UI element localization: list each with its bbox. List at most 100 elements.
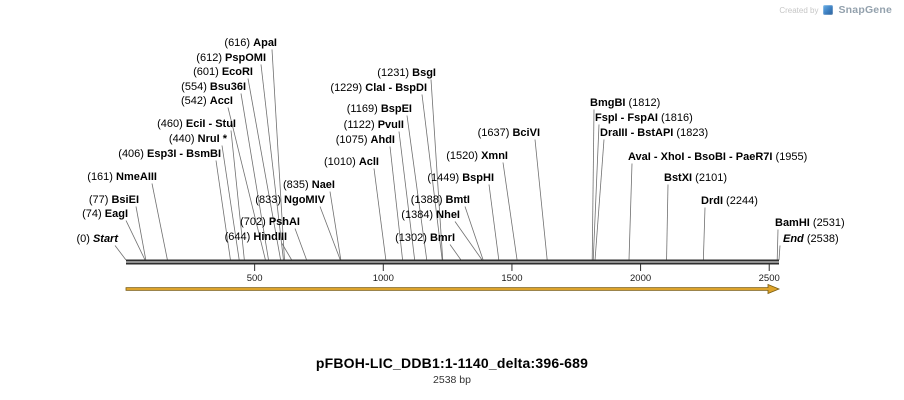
site-BmtI: (1388) BmtI — [411, 194, 484, 261]
site-leader-line — [319, 206, 341, 261]
site-label: (612) PspOMI — [196, 52, 266, 64]
site-PspOMI: (612) PspOMI — [196, 52, 284, 261]
site-leader-line — [215, 160, 231, 261]
site-leader-line — [281, 243, 293, 261]
site-leader-line — [114, 245, 127, 261]
site-label: (542) AccI — [181, 95, 233, 107]
site-BspEI: (1169) BspEI — [347, 103, 428, 261]
site-leader-line — [373, 168, 387, 261]
site-ApaI: (616) ApaI — [224, 37, 285, 261]
created-by-text: Created by — [779, 5, 819, 15]
site-NaeI: (835) NaeI — [283, 179, 342, 261]
site-label: End (2538) — [783, 233, 839, 245]
site-NgoMIV: (833) NgoMIV — [255, 194, 341, 261]
site-label: (74) EagI — [82, 208, 128, 220]
site-leader-line — [227, 107, 266, 261]
site-leader-line — [230, 130, 245, 261]
site-label: (0) Start — [76, 233, 119, 245]
site-label: (1520) XmnI — [446, 150, 508, 162]
site-ClaIBspDI: (1229) ClaI - BspDI — [330, 82, 443, 261]
site-XmnI: (1520) XmnI — [446, 150, 518, 261]
site-label: (702) PshAI — [240, 216, 300, 228]
site-leader-line — [449, 244, 462, 261]
site-leader-line — [666, 184, 669, 261]
site-leader-line — [430, 79, 444, 261]
site-leader-line — [702, 207, 706, 261]
restriction-map: (616) ApaI (612) PspOMI (601) EcoRI (554) B… — [76, 37, 845, 295]
site-EciIStuI: (460) EciI - StuI — [157, 118, 245, 261]
snapgene-brand: SnapGene — [838, 4, 892, 16]
site-label: (1637) BciVI — [478, 127, 540, 139]
site-BciVI: (1637) BciVI — [478, 127, 548, 261]
site-leader-line — [591, 109, 595, 261]
site-label: (601) EcoRI — [193, 66, 253, 78]
site-BmrI: (1302) BmrI — [395, 232, 462, 261]
site-NheI: (1384) NheI — [401, 209, 483, 261]
site-label: (1229) ClaI - BspDI — [330, 82, 427, 94]
full-length-arrow — [125, 283, 781, 295]
site-label: (1169) BspEI — [347, 103, 412, 115]
site-label: DraIII - BstAPI (1823) — [600, 127, 708, 139]
site-label: (644) HindIII — [225, 231, 287, 243]
site-label: AvaI - XhoI - BsoBI - PaeR7I (1955) — [628, 151, 807, 163]
site-leader-line — [329, 191, 342, 261]
site-DrdI: DrdI (2244) — [701, 195, 758, 261]
site-leader-line — [464, 206, 484, 261]
site-leader-line — [594, 139, 605, 261]
watermark: Created by SnapGene — [779, 4, 892, 16]
site-NruI: (440) NruI * — [169, 133, 240, 261]
site-leader-line — [592, 124, 600, 261]
site-label: BamHI (2531) — [775, 217, 845, 229]
site-BamHI: BamHI (2531) — [775, 217, 845, 261]
site-leader-line — [454, 221, 483, 261]
site-leader-line — [221, 145, 240, 261]
site-leader-line — [271, 49, 285, 261]
site-label: (1075) AhdI — [336, 134, 395, 146]
site-label: (1449) BspHI — [427, 172, 494, 184]
site-End: End (2538) — [778, 233, 839, 261]
site-AclI: (1010) AclI — [324, 156, 387, 261]
site-leader-line — [628, 163, 633, 261]
site-AhdI: (1075) AhdI — [336, 134, 403, 261]
site-leader-line — [406, 115, 428, 261]
ruler-tick-label: 1000 — [373, 273, 394, 284]
site-leader-line — [534, 139, 548, 261]
site-AccI: (542) AccI — [181, 95, 266, 261]
site-label: (1384) NheI — [401, 209, 460, 221]
site-leader-line — [294, 228, 307, 261]
site-leader-line — [260, 64, 284, 261]
site-Esp3IBsmBI: (406) Esp3I - BsmBI — [118, 148, 231, 261]
site-Bsu36I: (554) Bsu36I — [181, 81, 269, 261]
site-label: (833) NgoMIV — [255, 194, 325, 206]
site-PshAI: (702) PshAI — [240, 216, 307, 261]
site-AvaIXhoIBsoBIPaeR7I: AvaI - XhoI - BsoBI - PaeR7I (1955) — [628, 151, 807, 261]
site-label: (835) NaeI — [283, 179, 335, 191]
site-label: DrdI (2244) — [701, 195, 758, 207]
site-BstXI: BstXI (2101) — [664, 172, 727, 261]
ruler-tick-label: 2000 — [630, 273, 651, 284]
site-leader-line — [398, 131, 416, 261]
ruler-tick-label: 500 — [247, 273, 263, 284]
site-EagI: (74) EagI — [82, 208, 146, 261]
site-label: (1302) BmrI — [395, 232, 455, 244]
site-EcoRI: (601) EcoRI — [193, 66, 282, 261]
site-label: (161) NmeAIII — [87, 171, 157, 183]
site-label: (616) ApaI — [224, 37, 277, 49]
site-Start: (0) Start — [76, 233, 127, 261]
site-label: (1231) BsgI — [377, 67, 436, 79]
site-DraIIIBstAPI: DraIII - BstAPI (1823) — [594, 127, 708, 261]
snapgene-logo-icon — [823, 5, 834, 15]
site-BsgI: (1231) BsgI — [377, 67, 444, 261]
site-label: (460) EciI - StuI — [157, 118, 236, 130]
construct-title: pFBOH-LIC_DDB1:1-1140_delta:396-689 — [315, 355, 589, 371]
site-BmgBI: BmgBI (1812) — [590, 97, 660, 261]
site-leader-line — [135, 206, 147, 261]
site-label: (77) BsiEI — [89, 194, 139, 206]
site-BspHI: (1449) BspHI — [427, 172, 500, 261]
ruler-tick-label: 2500 — [759, 273, 780, 284]
ruler-tick-label: 1500 — [501, 273, 522, 284]
site-label: BmgBI (1812) — [590, 97, 660, 109]
site-leader-line — [778, 245, 781, 261]
site-leader-line — [247, 78, 282, 261]
